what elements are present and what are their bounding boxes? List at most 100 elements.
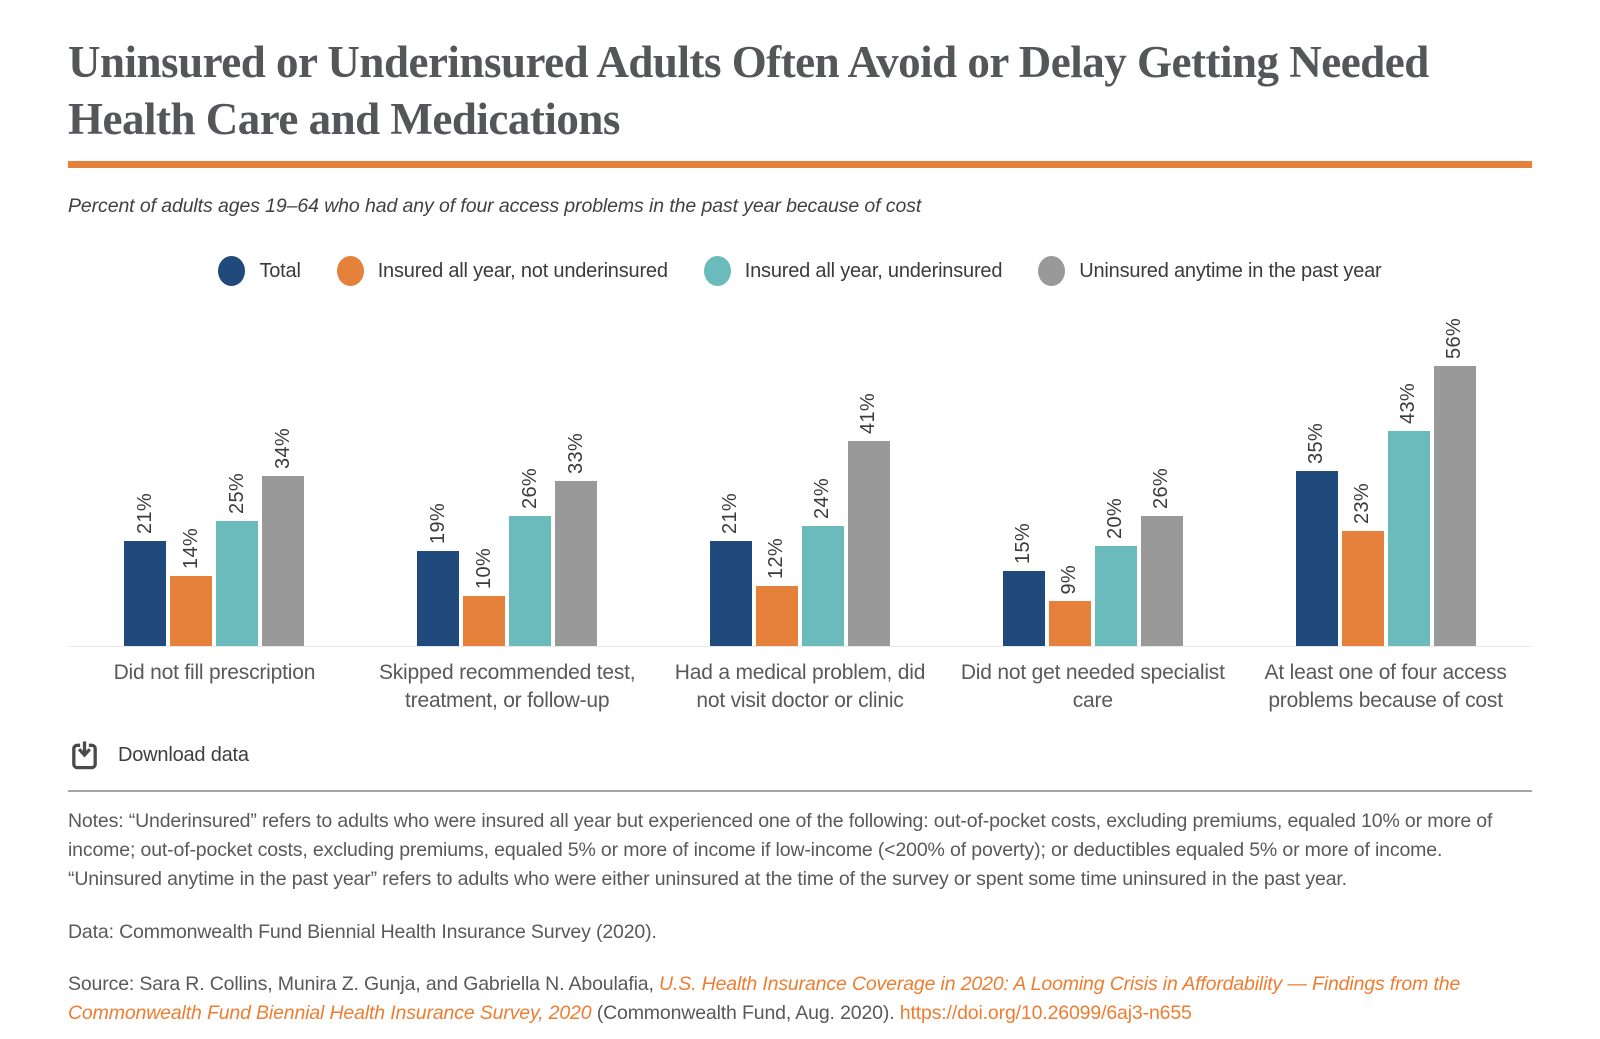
- legend-swatch-icon: [1038, 256, 1066, 287]
- bar-value-label: 26%: [518, 468, 541, 510]
- chart-category-labels: Did not fill prescription Skipped recomme…: [68, 647, 1532, 714]
- bar: [1387, 431, 1430, 647]
- download-data-button[interactable]: Download data: [68, 739, 249, 772]
- bar-value-label: 23%: [1351, 483, 1374, 525]
- bar: [1295, 471, 1338, 647]
- legend-label: Total: [259, 259, 301, 282]
- chart-group: 21% 12% 24% 41%: [654, 298, 947, 647]
- bar: [1433, 366, 1476, 647]
- bar: [755, 586, 798, 647]
- legend-item: Insured all year, not underinsured: [336, 256, 668, 287]
- bar-column: 20%: [1094, 498, 1137, 647]
- chart-group: 21% 14% 25% 34%: [68, 298, 361, 647]
- download-icon: [68, 739, 101, 772]
- bar-value-label: 20%: [1104, 498, 1127, 540]
- bar-column: 15%: [1002, 523, 1045, 647]
- bar-column: 14%: [170, 528, 213, 647]
- category-label: At least one of four access problems bec…: [1264, 661, 1507, 713]
- chart-subtitle: Percent of adults ages 19–64 who had any…: [68, 195, 922, 218]
- source-report-link[interactable]: U.S. Health Insurance Coverage in 2020: …: [68, 972, 1461, 1024]
- legend-swatch-icon: [336, 256, 364, 287]
- bar-column: 26%: [1140, 468, 1183, 647]
- bar-value-label: 33%: [564, 433, 587, 475]
- category-label: Did not fill prescription: [113, 661, 316, 685]
- bar-value-label: 19%: [426, 503, 449, 545]
- bar-column: 41%: [847, 393, 890, 647]
- bar-column: 10%: [463, 548, 506, 647]
- bar: [262, 476, 305, 647]
- source-prefix: Source: Sara R. Collins, Munira Z. Gunja…: [68, 972, 660, 995]
- bar-column: 26%: [509, 468, 552, 647]
- page-title: Uninsured or Underinsured Adults Often A…: [68, 37, 1429, 144]
- legend-label: Insured all year, not underinsured: [377, 259, 668, 282]
- bar-value-label: 21%: [719, 493, 742, 535]
- legend-item: Uninsured anytime in the past year: [1038, 256, 1382, 287]
- chart-group: 15% 9% 20% 26%: [946, 298, 1239, 647]
- bar-value-label: 34%: [271, 428, 294, 470]
- legend-label: Uninsured anytime in the past year: [1079, 259, 1382, 282]
- source-middle: (Commonwealth Fund, Aug. 2020).: [591, 1001, 900, 1024]
- bar: [170, 576, 213, 647]
- legend-swatch-icon: [703, 256, 731, 287]
- bar: [417, 551, 460, 647]
- bar: [1140, 516, 1183, 647]
- orange-divider: [68, 161, 1532, 169]
- bar: [555, 481, 598, 647]
- bar: [463, 596, 506, 647]
- bar-value-label: 24%: [811, 478, 834, 520]
- bar-chart: 21% 14% 25% 34% 19% 10% 26% 33% 21% 12% 24% 41% 15% 9…: [68, 298, 1532, 714]
- bar-column: 24%: [801, 478, 844, 647]
- bar-value-label: 10%: [472, 548, 495, 590]
- bar-column: 35%: [1295, 423, 1338, 647]
- bar-column: 21%: [709, 493, 752, 647]
- download-label: Download data: [118, 743, 249, 766]
- bar: [1002, 571, 1045, 647]
- source-line: Source: Sara R. Collins, Munira Z. Gunja…: [68, 970, 1532, 1029]
- bar: [1094, 546, 1137, 647]
- bar: [847, 441, 890, 647]
- data-source-line: Data: Commonwealth Fund Biennial Health …: [68, 920, 657, 943]
- bar: [124, 541, 167, 647]
- bar: [509, 516, 552, 647]
- notes-text: Notes: “Underinsured” refers to adults w…: [68, 809, 1493, 891]
- chart-group: 19% 10% 26% 33%: [361, 298, 654, 647]
- bar-column: 43%: [1387, 383, 1430, 647]
- bar: [216, 521, 259, 647]
- bar-column: 56%: [1433, 318, 1476, 647]
- bar-value-label: 15%: [1012, 523, 1035, 565]
- bar-value-label: 56%: [1443, 318, 1466, 360]
- bar-value-label: 43%: [1397, 383, 1420, 425]
- bar-column: 23%: [1341, 483, 1384, 647]
- bar-value-label: 14%: [179, 528, 202, 570]
- legend-swatch-icon: [218, 256, 246, 287]
- bar-column: 34%: [262, 428, 305, 647]
- legend: Total Insured all year, not underinsured I…: [68, 256, 1532, 287]
- category-label: Skipped recommended test, treatment, or …: [378, 661, 636, 713]
- bar-value-label: 9%: [1058, 564, 1081, 595]
- bar-column: 19%: [417, 503, 460, 647]
- bar: [709, 541, 752, 647]
- bar: [1341, 531, 1384, 647]
- chart-group: 35% 23% 43% 56%: [1239, 298, 1532, 647]
- bar-column: 33%: [555, 433, 598, 647]
- gray-divider: [68, 789, 1532, 792]
- bar-value-label: 21%: [133, 493, 156, 535]
- bar-value-label: 41%: [857, 393, 880, 435]
- chart-plot-area: 21% 14% 25% 34% 19% 10% 26% 33% 21% 12% 24% 41% 15% 9…: [68, 298, 1532, 648]
- category-label: Did not get needed specialist care: [960, 661, 1225, 713]
- bar-value-label: 35%: [1305, 423, 1328, 465]
- bar-value-label: 26%: [1150, 468, 1173, 510]
- bar-column: 12%: [755, 538, 798, 647]
- bar: [1048, 601, 1091, 647]
- source-doi-link[interactable]: https://doi.org/10.26099/6aj3-n655: [899, 1001, 1192, 1024]
- legend-label: Insured all year, underinsured: [744, 259, 1003, 282]
- category-label: Had a medical problem, did not visit doc…: [674, 661, 926, 713]
- bar-column: 9%: [1048, 564, 1091, 647]
- bar-value-label: 25%: [225, 473, 248, 515]
- bar-column: 21%: [124, 493, 167, 647]
- legend-item: Insured all year, underinsured: [703, 256, 1003, 287]
- legend-item: Total: [218, 256, 301, 287]
- bar-value-label: 12%: [765, 538, 788, 580]
- bar: [801, 526, 844, 647]
